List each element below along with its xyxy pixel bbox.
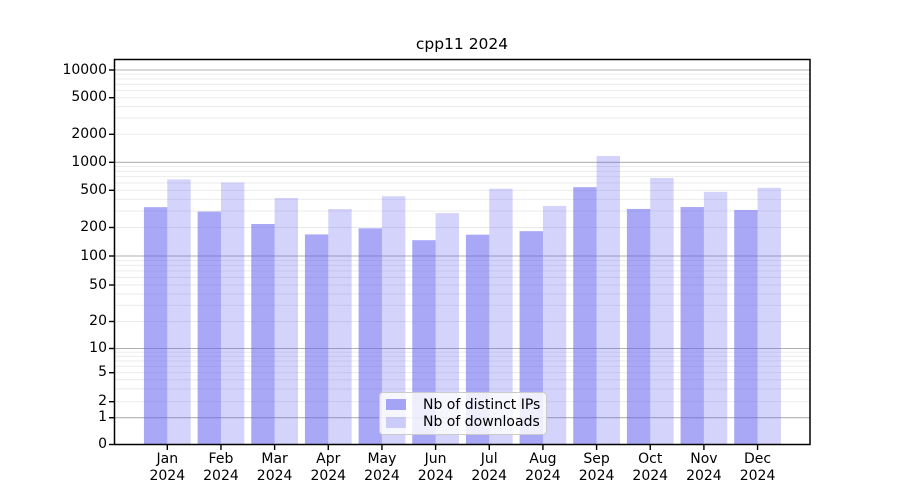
bar-distinct-ips-aug [519,231,543,445]
y-tick-label-1: 1 [98,409,107,426]
x-tick-label-jan: Jan 2024 [149,451,186,484]
x-tick-label-apr: Apr 2024 [310,451,347,484]
bar-downloads-dec [757,187,781,445]
bar-downloads-feb [220,182,245,445]
bar-downloads-jul [489,188,513,445]
plot-border [113,58,811,446]
y-tick-label-5: 5 [98,364,107,381]
bar-distinct-ips-dec [734,209,758,445]
y-tick-label-10: 10 [89,340,107,356]
bar-distinct-ips-jan [143,207,168,445]
y-tick-label-0: 0 [98,436,107,452]
bar-downloads-sep [596,155,620,445]
legend-box: Nb of distinct IPs Nb of downloads [379,392,547,435]
bar-downloads-apr [328,209,352,445]
bar-distinct-ips-may [358,228,382,445]
y-tick-label-10000: 10000 [62,61,107,78]
legend-swatch-downloads-icon [386,416,406,428]
legend-label-downloads: Nb of downloads [423,414,540,431]
y-tick-label-20: 20 [89,313,107,329]
bar-distinct-ips-feb [197,211,221,445]
bar-distinct-ips-mar [251,224,275,445]
legend-label-distinct-ips: Nb of distinct IPs [423,396,541,413]
x-tick-label-oct: Oct 2024 [632,451,669,484]
bar-downloads-aug [542,205,567,445]
y-tick-label-200: 200 [80,219,107,235]
x-tick-label-nov: Nov 2024 [686,451,722,484]
bar-distinct-ips-nov [680,207,704,445]
bar-downloads-oct [650,177,674,445]
bar-distinct-ips-apr [304,234,329,445]
bar-distinct-ips-sep [573,187,597,445]
y-tick-label-2: 2 [98,393,107,410]
y-tick-label-5000: 5000 [71,89,107,106]
x-tick-label-jun: Jun 2024 [417,451,454,484]
y-tick-label-50: 50 [89,276,107,293]
bar-downloads-mar [274,197,298,445]
x-tick-label-aug: Aug 2024 [525,451,561,484]
bar-downloads-may [381,196,406,445]
x-tick-label-sep: Sep 2024 [578,451,615,484]
y-tick-label-1000: 1000 [71,153,107,170]
bar-downloads-jun [435,213,459,445]
chart-title: cpp11 2024 [415,35,509,53]
x-tick-label-mar: Mar 2024 [256,451,293,484]
x-tick-label-feb: Feb 2024 [203,451,239,484]
legend-row-downloads: Nb of downloads [386,414,542,431]
y-tick-label-2000: 2000 [71,125,107,142]
legend-row-distinct-ips: Nb of distinct IPs [386,396,542,413]
x-tick-label-may: May 2024 [364,451,400,484]
y-tick-label-100: 100 [80,247,107,264]
bar-downloads-jan [167,179,191,445]
x-tick-label-jul: Jul 2024 [471,451,508,484]
legend-swatch-distinct-ips-icon [386,399,406,411]
x-tick-label-dec: Dec 2024 [739,451,776,484]
y-tick-label-500: 500 [80,181,107,198]
bar-distinct-ips-oct [626,208,651,445]
bar-downloads-nov [703,191,728,445]
